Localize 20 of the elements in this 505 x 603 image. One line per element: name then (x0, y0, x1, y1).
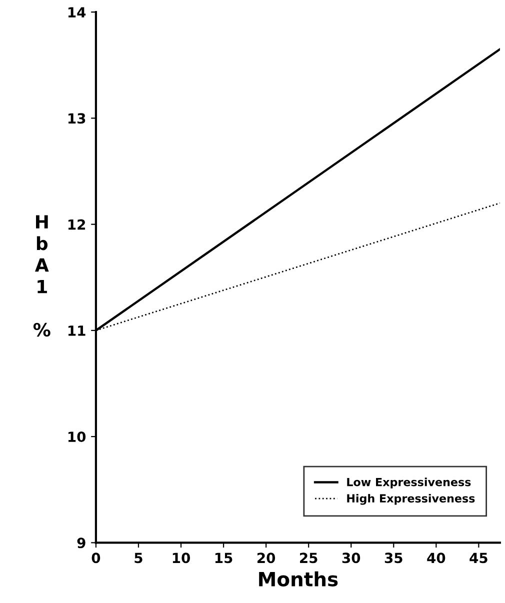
y-tick-label: 11 (68, 326, 86, 336)
legend-label: High Expressiveness (347, 494, 475, 505)
x-tick-label: 45 (470, 552, 488, 564)
x-tick-label: 15 (215, 552, 232, 564)
y-tick-label: 10 (68, 432, 86, 442)
x-tick-label: 5 (134, 552, 142, 564)
legend-label: Low Expressiveness (347, 478, 471, 488)
x-tick-label: 35 (384, 552, 402, 564)
y-tick-label: 12 (68, 219, 86, 230)
x-tick-label: 40 (427, 552, 446, 564)
x-tick-label: 20 (257, 552, 276, 564)
text: HbA1 % (33, 215, 50, 337)
x-tick-label: 25 (300, 552, 318, 564)
x-tick-label: 10 (172, 552, 190, 564)
x-tick-label: 0 (92, 552, 100, 564)
y-tick-label: 9 (77, 538, 86, 548)
x-tick-label: 30 (342, 552, 360, 564)
y-tick-label: 14 (68, 7, 86, 18)
y-tick-label: 13 (68, 113, 86, 124)
x-axis-title: Months (259, 571, 338, 586)
